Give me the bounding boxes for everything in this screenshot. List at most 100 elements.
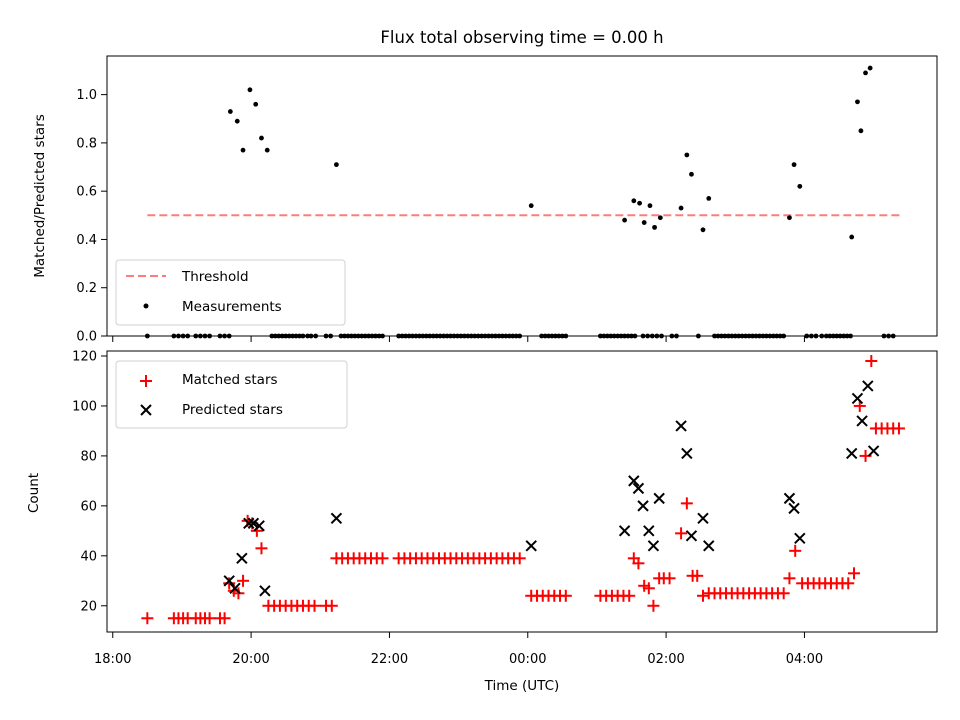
predicted-legend-label: Predicted stars bbox=[182, 402, 283, 418]
matched-star-marker bbox=[642, 582, 655, 595]
matched-star-marker bbox=[777, 587, 790, 600]
y-tick-label: 0.2 bbox=[76, 281, 97, 296]
y-tick-label: 0.8 bbox=[76, 136, 97, 151]
top-legend-box bbox=[115, 259, 346, 326]
predicted-star-marker bbox=[253, 520, 265, 532]
matched-legend-label: Matched stars bbox=[182, 372, 278, 388]
measurement-point bbox=[863, 70, 868, 76]
measurement-point bbox=[700, 227, 706, 233]
predicted-star-marker bbox=[236, 552, 248, 565]
measurement-point bbox=[849, 234, 855, 240]
predicted-legend-swatch bbox=[140, 404, 152, 416]
predicted-star-marker bbox=[647, 540, 660, 552]
measurement-point bbox=[678, 205, 684, 211]
measurement-point bbox=[647, 203, 653, 209]
predicted-star-marker bbox=[862, 380, 874, 392]
matched-star-marker bbox=[647, 599, 660, 612]
matched-star-marker bbox=[255, 542, 268, 555]
x-tick-label: 00:00 bbox=[509, 652, 546, 667]
matched-star-marker bbox=[680, 497, 693, 510]
x-tick-label: 04:00 bbox=[786, 652, 823, 667]
measurement-point bbox=[791, 162, 797, 168]
matched-star-marker bbox=[141, 612, 154, 625]
measurement-point bbox=[867, 65, 873, 71]
bottom-axes-frame bbox=[106, 350, 938, 633]
measurement-point bbox=[240, 147, 246, 153]
matched-legend-swatch bbox=[140, 375, 152, 387]
y-tick-label: 0.4 bbox=[76, 233, 97, 248]
predicted-star-marker bbox=[330, 512, 343, 525]
predicted-star-marker bbox=[259, 585, 271, 597]
y-tick-label: 0.0 bbox=[76, 330, 97, 345]
measurement-point bbox=[637, 200, 642, 206]
y-tick-label: 40 bbox=[80, 549, 97, 564]
top-panel: 0.0 0.2 0.4 0.6 0.8 1.0 Matched/Predicted sta… bbox=[32, 55, 938, 345]
predicted-star-marker bbox=[867, 445, 880, 457]
y-tick-label: 0.6 bbox=[76, 185, 97, 200]
measurement-point bbox=[264, 147, 270, 153]
measurement-point bbox=[247, 87, 253, 93]
measurement-point bbox=[797, 183, 803, 189]
predicted-star-marker bbox=[794, 532, 806, 545]
y-tick-label: 1.0 bbox=[76, 88, 97, 103]
matched-star-marker bbox=[675, 527, 688, 540]
measurement-point bbox=[334, 162, 339, 168]
predicted-star-marker bbox=[703, 540, 715, 552]
predicted-star-marker bbox=[783, 492, 796, 505]
predicted-star-marker bbox=[685, 530, 698, 542]
predicted-star-marker bbox=[856, 415, 868, 427]
predicted-star-marker bbox=[525, 540, 537, 552]
matched-star-marker bbox=[892, 422, 905, 435]
top-axes-frame bbox=[106, 55, 938, 337]
predicted-star-marker bbox=[229, 582, 241, 594]
predicted-star-marker bbox=[845, 447, 858, 460]
predicted-star-marker bbox=[247, 517, 260, 530]
measurement-point bbox=[689, 171, 694, 177]
predicted-star-marker bbox=[788, 502, 800, 515]
predicted-star-marker bbox=[632, 482, 645, 495]
x-tick-label: 02:00 bbox=[647, 652, 684, 667]
matched-star-marker bbox=[842, 577, 855, 590]
matched-star-marker bbox=[223, 577, 236, 590]
matched-star-marker bbox=[559, 589, 572, 602]
measurement-point bbox=[227, 109, 233, 114]
matched-star-marker bbox=[696, 589, 709, 602]
predicted-star-marker bbox=[637, 500, 649, 512]
measurement-point bbox=[684, 152, 690, 158]
measurement-point bbox=[253, 101, 259, 107]
matched-star-marker bbox=[203, 612, 216, 625]
predicted-star-marker bbox=[628, 475, 640, 487]
measurement-point bbox=[631, 198, 637, 204]
matched-star-marker bbox=[789, 544, 802, 557]
x-tick-label: 22:00 bbox=[371, 652, 408, 667]
predicted-star-marker bbox=[697, 512, 709, 525]
predicted-star-marker bbox=[851, 392, 864, 405]
matched-star-marker bbox=[783, 572, 796, 585]
y-tick-label: 20 bbox=[80, 599, 97, 614]
measurement-point bbox=[858, 128, 864, 134]
x-axis-label: Time (UTC) bbox=[484, 678, 560, 694]
measurement-point bbox=[787, 215, 792, 221]
measurement-point bbox=[528, 203, 534, 209]
matched-star-marker bbox=[376, 552, 389, 565]
chart-title: Flux total observing time = 0.00 h bbox=[380, 28, 663, 47]
predicted-star-marker bbox=[681, 447, 693, 460]
bottom-y-axis-label: Count bbox=[26, 473, 42, 513]
predicted-star-marker bbox=[243, 517, 255, 530]
x-tick-label: 20:00 bbox=[232, 652, 269, 667]
y-tick-label: 100 bbox=[72, 399, 97, 414]
matched-star-marker bbox=[325, 599, 338, 612]
y-tick-label: 60 bbox=[80, 499, 97, 514]
measurement-point bbox=[622, 217, 627, 223]
matched-star-marker bbox=[623, 589, 636, 602]
matched-star-marker bbox=[218, 612, 231, 625]
measurement-point bbox=[259, 135, 264, 141]
matched-star-marker bbox=[308, 599, 321, 612]
measurement-point bbox=[855, 99, 860, 105]
measurement-point bbox=[641, 220, 647, 225]
matched-star-marker bbox=[632, 557, 645, 570]
x-tick-label: 18:00 bbox=[94, 652, 131, 667]
predicted-star-marker bbox=[675, 420, 687, 432]
predicted-star-marker bbox=[653, 492, 665, 505]
